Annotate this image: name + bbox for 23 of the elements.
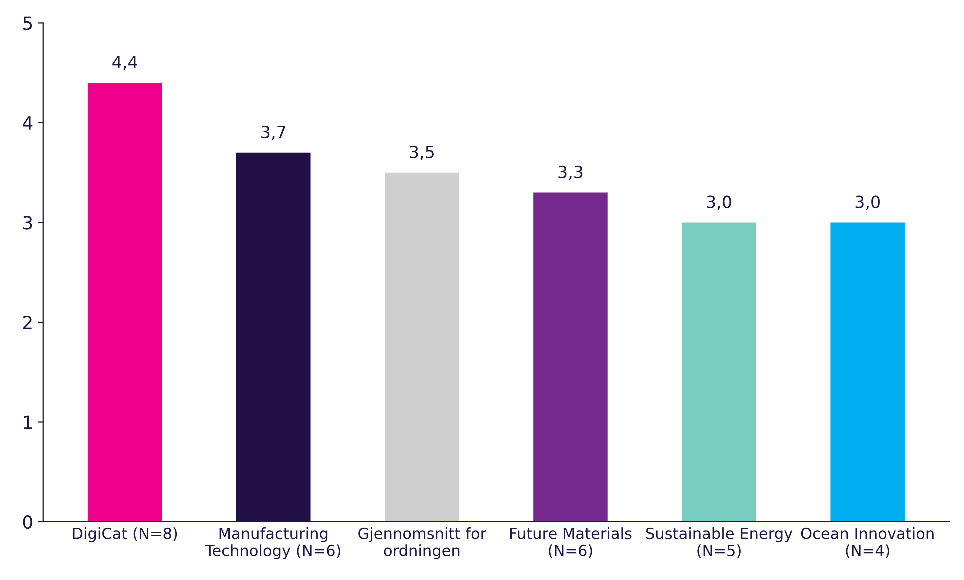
bar xyxy=(682,222,756,522)
x-tick-label: Manufacturing Technology (N=6) xyxy=(205,528,340,560)
y-tick-label: 3 xyxy=(24,216,32,230)
bar xyxy=(88,83,162,522)
data-label: 4,4 xyxy=(112,56,138,70)
data-label: 3,3 xyxy=(558,166,583,180)
x-tick-label: DigiCat (N=8) xyxy=(73,528,178,542)
x-tick-label: Sustainable Energy (N=5) xyxy=(646,528,793,558)
y-tick-label: 5 xyxy=(24,16,32,30)
x-tick-label: Gjennomsnitt for ordningen xyxy=(358,528,487,560)
y-tick-label: 0 xyxy=(23,515,32,530)
bar xyxy=(534,192,608,522)
data-label: 3,5 xyxy=(410,146,434,160)
data-label: 3,0 xyxy=(707,196,732,210)
bar xyxy=(830,222,905,522)
y-tick-label: 1 xyxy=(24,416,32,430)
y-tick-label: 2 xyxy=(23,316,32,330)
bar xyxy=(385,172,460,522)
data-label: 3,0 xyxy=(856,196,880,210)
y-tick-label: 4 xyxy=(23,116,33,130)
data-label: 3,7 xyxy=(262,126,286,140)
x-tick-label: Future Materials (N=6) xyxy=(510,528,632,558)
x-tick-label: Ocean Innovation (N=4) xyxy=(801,528,934,558)
